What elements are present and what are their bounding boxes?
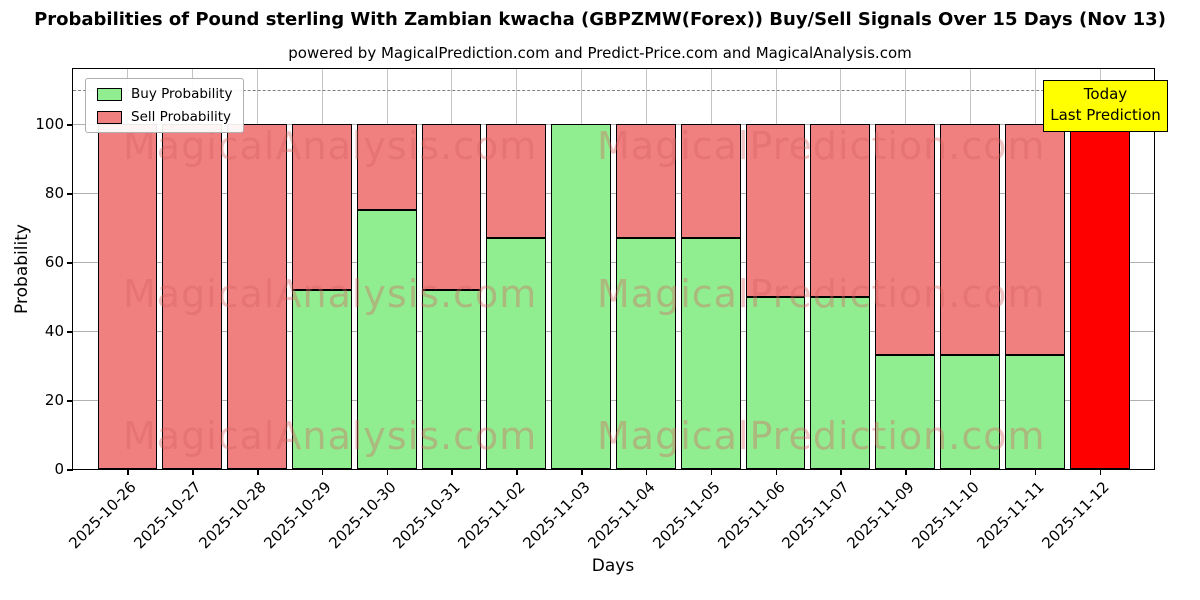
buy-swatch-icon <box>97 87 122 101</box>
sell-bar-segment <box>940 124 1000 356</box>
y-tick-mark <box>67 331 73 333</box>
buy-bar-segment <box>1004 355 1065 469</box>
buy-bar-segment <box>356 210 417 469</box>
y-tick-mark <box>67 469 73 471</box>
sell-bar-segment <box>291 124 352 290</box>
x-tick-mark <box>451 469 453 475</box>
y-tick-label: 0 <box>54 460 64 478</box>
y-tick-mark <box>67 262 73 264</box>
buy-bar-segment <box>680 237 741 469</box>
y-tick-mark <box>67 193 73 195</box>
chart-subtitle: powered by MagicalPrediction.com and Pre… <box>288 44 912 62</box>
legend-sell-label: Sell Probability <box>131 109 232 125</box>
y-tick-mark <box>67 400 73 402</box>
sell-bar-segment <box>356 124 417 211</box>
x-tick-mark <box>1099 469 1102 475</box>
sell-bar-segment <box>875 124 936 356</box>
x-tick-mark <box>710 469 713 475</box>
x-tick-mark <box>645 469 648 475</box>
x-tick-mark <box>257 469 259 475</box>
x-tick-mark <box>127 469 129 475</box>
legend-buy-label: Buy Probability <box>131 86 233 102</box>
sell-bar-segment <box>97 124 158 469</box>
y-tick-label: 80 <box>44 184 64 203</box>
y-tick-label: 60 <box>44 253 64 272</box>
sell-bar-segment <box>227 124 287 469</box>
x-tick-mark <box>840 469 842 475</box>
chart-title: Probabilities of Pound sterling With Zam… <box>34 9 1166 30</box>
y-tick-label: 20 <box>44 391 64 410</box>
buy-bar-segment <box>421 289 482 469</box>
y-gridline <box>73 400 1154 402</box>
y-tick-mark <box>67 124 73 126</box>
sell-bar-segment <box>1004 124 1065 356</box>
buy-bar-segment <box>486 237 547 469</box>
y-gridline <box>73 124 1154 126</box>
sell-bar-segment <box>162 124 223 469</box>
x-tick-mark <box>581 469 583 475</box>
x-tick-mark <box>1034 469 1037 475</box>
x-tick-mark <box>969 469 972 475</box>
y-axis-label: Probability <box>12 224 32 314</box>
x-tick-mark <box>192 469 194 475</box>
x-tick-mark <box>386 469 389 475</box>
x-axis-label: Days <box>591 556 635 576</box>
sell-bar-segment <box>810 124 871 297</box>
sell-bar-segment <box>486 124 547 238</box>
legend-item-sell: Sell Probability <box>97 109 232 125</box>
x-tick-mark <box>321 469 324 475</box>
y-tick-label: 40 <box>44 322 64 341</box>
buy-bar-segment <box>551 124 611 469</box>
buy-bar-segment <box>810 296 871 469</box>
buy-bar-segment <box>291 289 352 469</box>
y-gridline <box>73 193 1154 195</box>
y-gridline <box>73 331 1154 333</box>
buy-bar-segment <box>940 355 1000 469</box>
today-label-line1: Today <box>1083 85 1128 103</box>
y-gridline <box>73 262 1154 264</box>
sell-bar-segment <box>616 124 676 238</box>
today-label-box: Today Last Prediction <box>1043 80 1168 132</box>
buy-bar-segment <box>745 296 806 469</box>
sell-swatch-icon <box>97 110 122 124</box>
dashed-threshold-line <box>73 89 1154 91</box>
x-tick-mark <box>775 469 778 475</box>
today-bar-segment <box>1069 124 1130 469</box>
today-label-line2: Last Prediction <box>1050 106 1161 124</box>
y-tick-label: 100 <box>35 115 64 134</box>
legend: Buy Probability Sell Probability <box>85 78 245 133</box>
sell-bar-segment <box>680 124 741 238</box>
sell-bar-segment <box>421 124 482 290</box>
sell-bar-segment <box>745 124 806 297</box>
plot-area: Buy Probability Sell Probability 0 20 40 60… <box>35 68 1155 552</box>
buy-bar-segment <box>875 355 936 469</box>
x-tick-mark <box>905 469 907 475</box>
buy-bar-segment <box>616 237 676 469</box>
legend-item-buy: Buy Probability <box>97 86 232 102</box>
x-tick-mark <box>516 469 518 475</box>
